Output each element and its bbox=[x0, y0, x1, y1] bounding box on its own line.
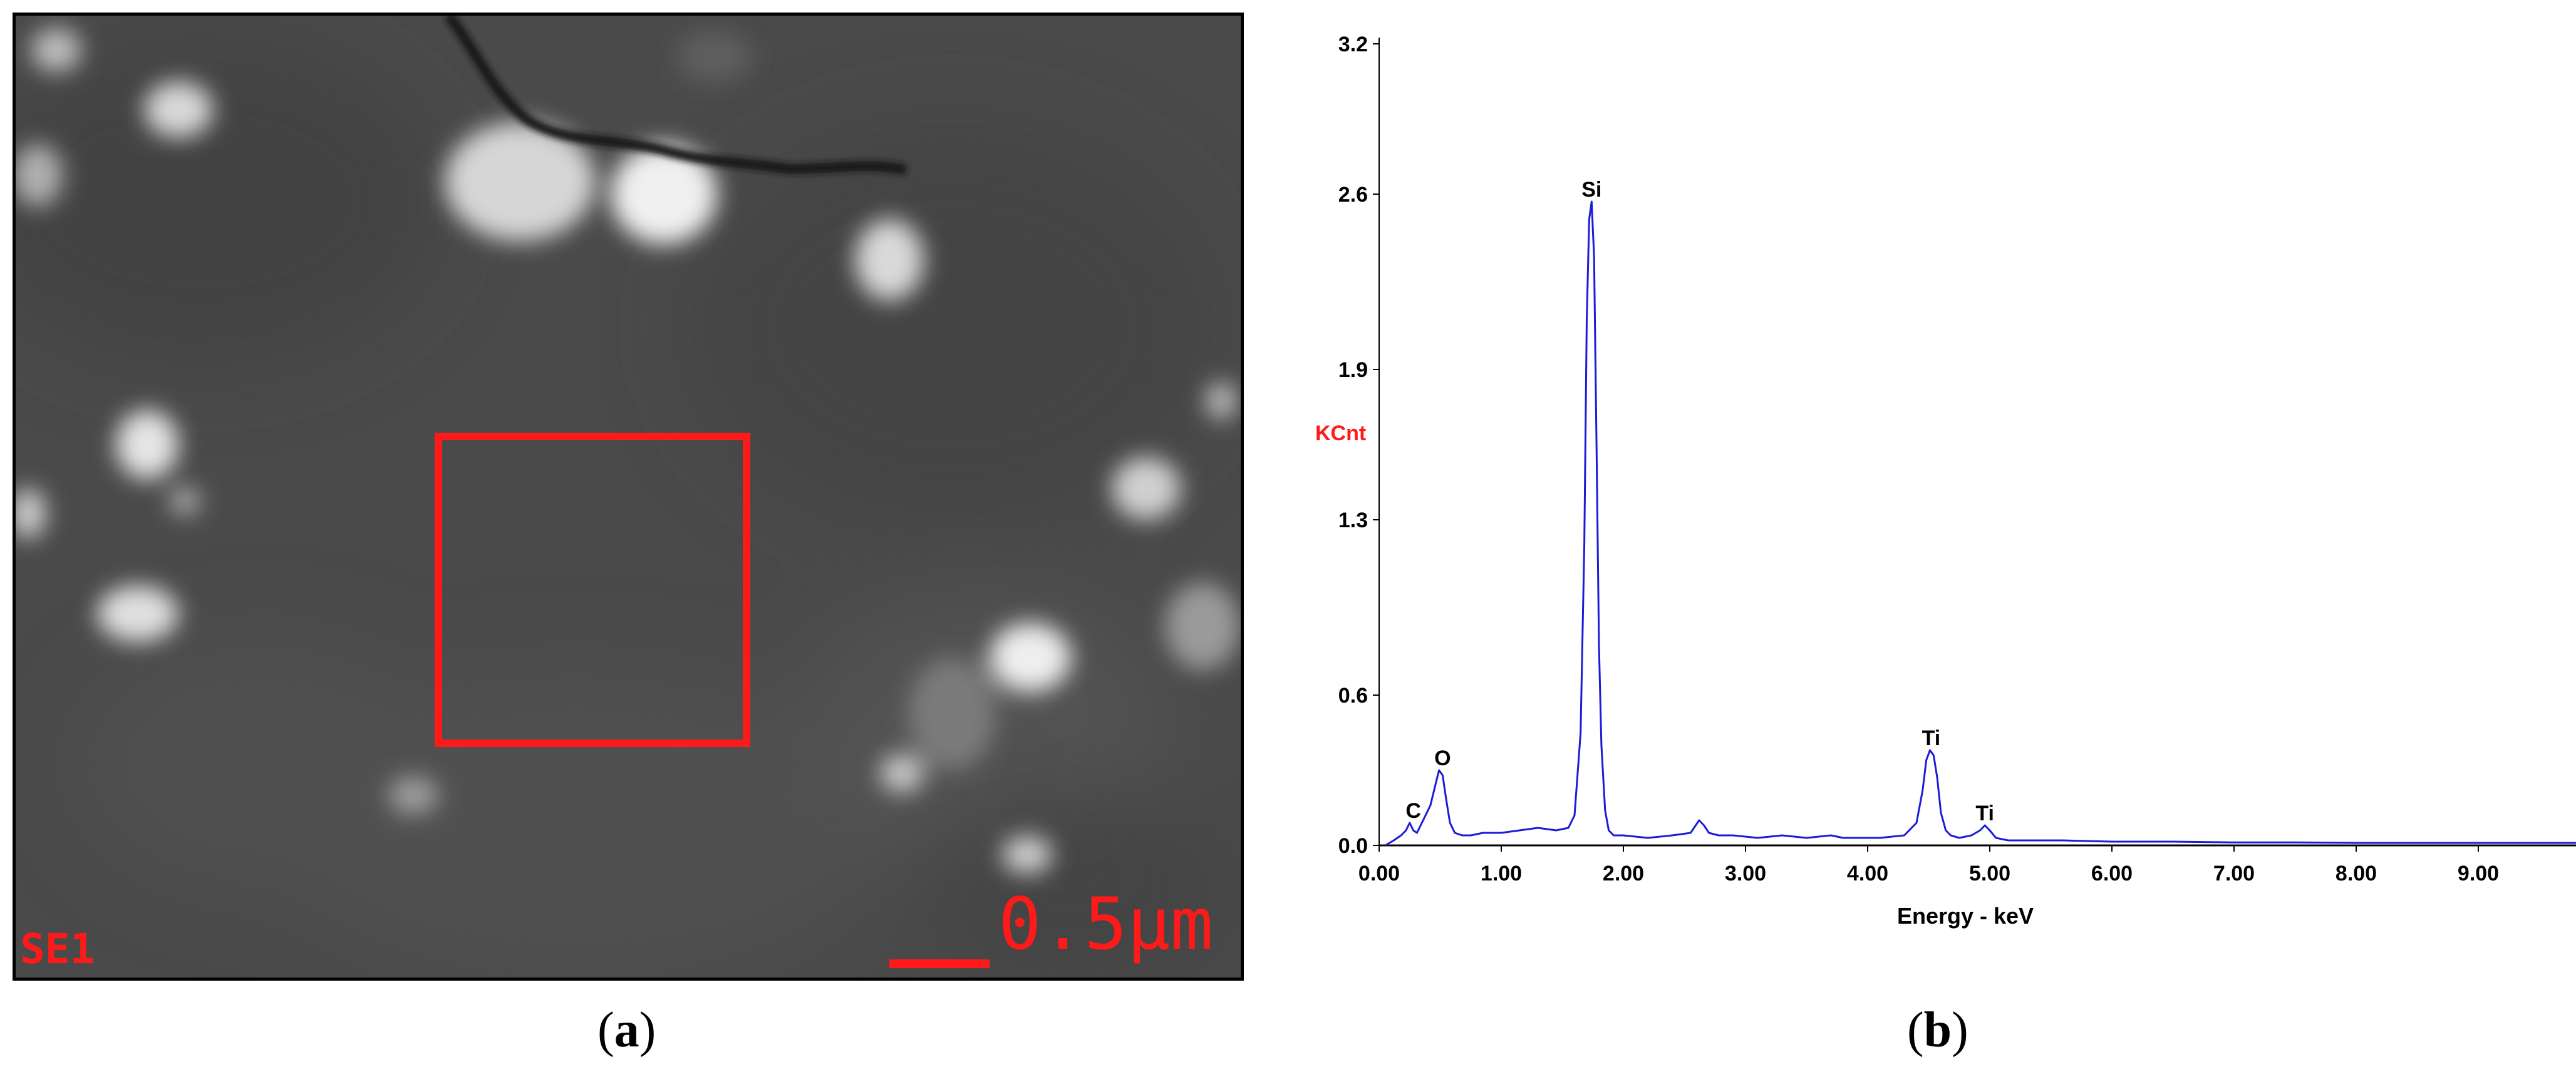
x-tick-label: 6.00 bbox=[2091, 862, 2133, 885]
y-tick-label: 0.6 bbox=[1338, 684, 1368, 708]
peak-label-c: C bbox=[1405, 799, 1421, 823]
sem-crack bbox=[446, 14, 907, 175]
x-axis-label: Energy - keV bbox=[1897, 903, 2034, 929]
x-tick-label: 1.00 bbox=[1481, 862, 1522, 885]
caption-a: (a) bbox=[597, 1003, 656, 1058]
peak-labels: C O Si Ti Ti bbox=[1405, 178, 1994, 825]
caption-b: (b) bbox=[1907, 1003, 1968, 1058]
y-tick-label: 1.9 bbox=[1338, 358, 1368, 382]
x-tick-label: 2.00 bbox=[1603, 862, 1644, 885]
y-tick-label: 2.6 bbox=[1338, 183, 1368, 207]
peak-label-si: Si bbox=[1581, 178, 1601, 202]
peak-label-ti: Ti bbox=[1922, 726, 1941, 750]
sem-frame bbox=[13, 13, 1244, 981]
peak-label-ti: Ti bbox=[1975, 802, 1994, 825]
eds-spectrum-chart: 0.0 0.6 1.3 1.9 2.6 3.2 0.00 1.00 2.00 3.00 4.00 5… bbox=[1315, 33, 2576, 929]
detector-label: SE1 bbox=[20, 925, 95, 973]
scale-bar-label: 0.5μm bbox=[998, 882, 1213, 966]
y-tick-label: 0.0 bbox=[1338, 834, 1368, 858]
analysis-region-box bbox=[435, 433, 750, 747]
sem-particles bbox=[13, 28, 1240, 874]
spectrum-series bbox=[1385, 200, 2576, 847]
y-tick-label: 3.2 bbox=[1338, 33, 1368, 56]
peak-label-o: O bbox=[1434, 746, 1451, 770]
x-tick-label: 5.00 bbox=[1969, 862, 2010, 885]
x-ticks: 0.00 1.00 2.00 3.00 4.00 5.00 6.00 7.00 8.00 9.00 bbox=[1358, 845, 2499, 885]
x-tick-label: 8.00 bbox=[2335, 862, 2377, 885]
x-tick-label: 9.00 bbox=[2458, 862, 2499, 885]
x-tick-label: 3.00 bbox=[1725, 862, 1766, 885]
y-axis-label: KCnt bbox=[1315, 421, 1366, 445]
y-tick-label: 1.3 bbox=[1338, 508, 1368, 532]
x-tick-label: 4.00 bbox=[1847, 862, 1888, 885]
x-tick-label: 7.00 bbox=[2213, 862, 2255, 885]
x-tick-label: 0.00 bbox=[1358, 862, 1400, 885]
y-ticks: 0.0 0.6 1.3 1.9 2.6 3.2 bbox=[1338, 33, 1379, 858]
sem-texture bbox=[13, 38, 1234, 981]
spectrum-line-0 bbox=[1385, 200, 2576, 847]
sem-micrograph: SE1 0.5μm bbox=[13, 13, 1244, 981]
chart-axes bbox=[1379, 38, 2576, 847]
